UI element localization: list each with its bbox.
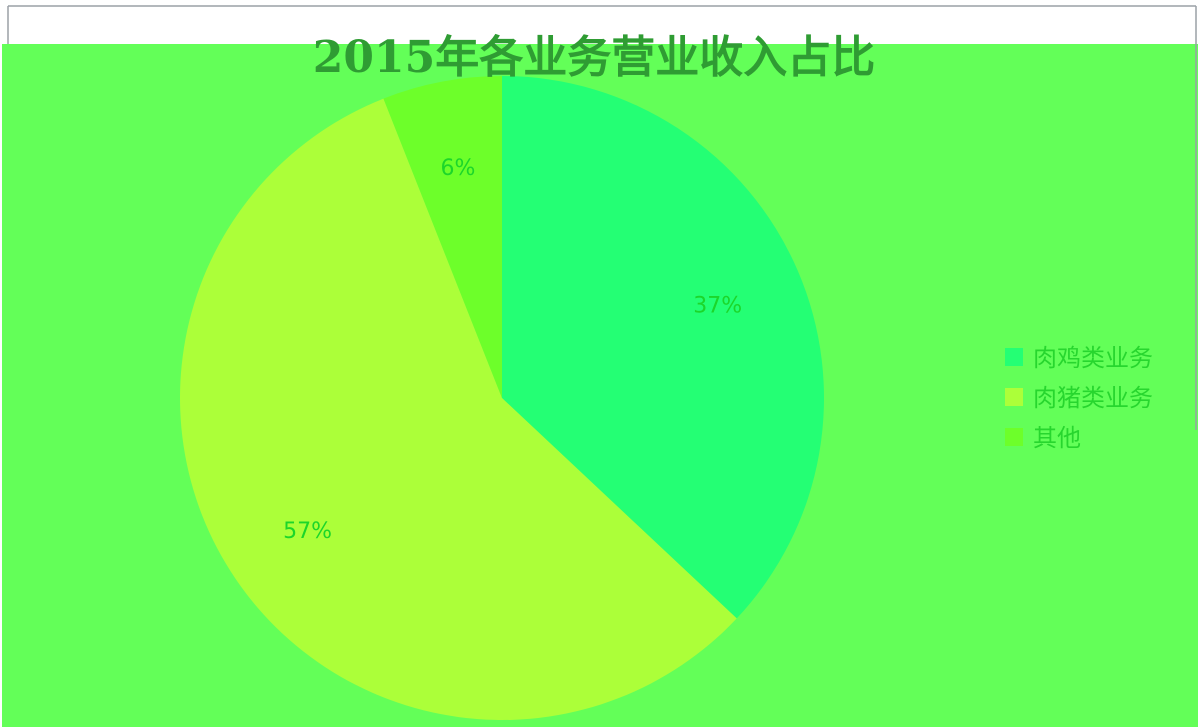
pie-slice [502,76,824,619]
chart-title: 2015年各业务营业收入占比 [313,32,875,83]
pie-slice [383,76,502,398]
pie-slice [180,98,737,721]
legend-label: 肉猪类业务 [1033,384,1153,412]
legend-label: 肉鸡类业务 [1033,344,1153,372]
pie-slices [180,76,824,721]
legend-label: 其他 [1033,424,1081,452]
legend-swatch [1005,388,1023,406]
legend-swatch [1005,348,1023,366]
legend-swatch [1005,428,1023,446]
slice-data-label: 6% [441,156,476,181]
pie-data-labels: 37% 57% 6% [283,156,742,544]
slice-data-label: 57% [283,519,332,544]
slice-data-label: 37% [693,294,742,319]
